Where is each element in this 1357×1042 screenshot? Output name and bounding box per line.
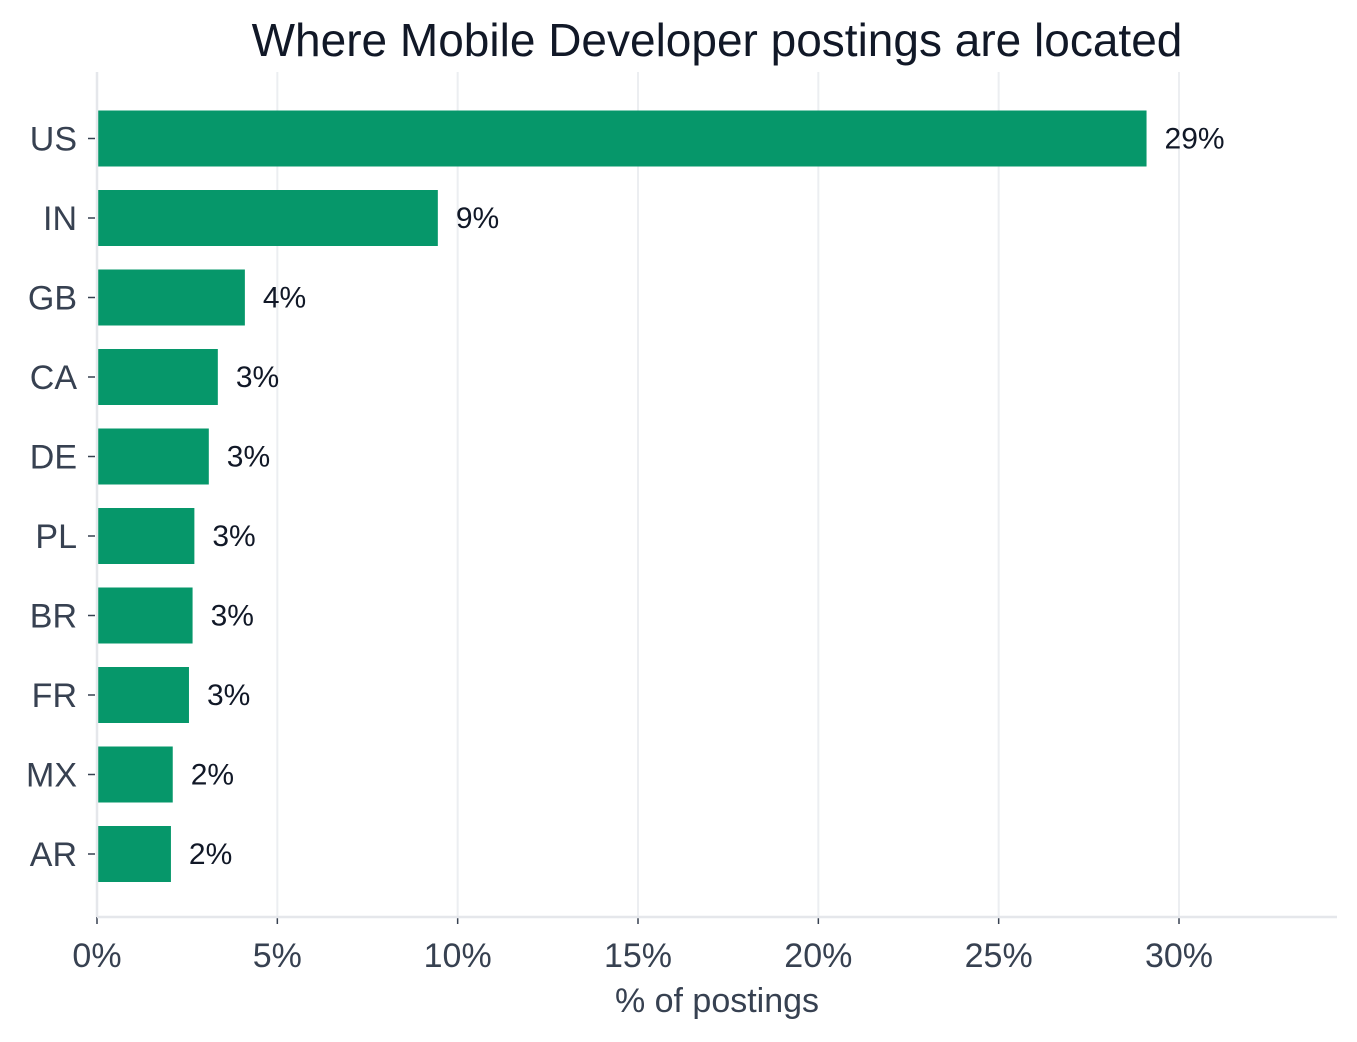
data-label-de: 3%	[227, 441, 270, 474]
data-label-ar: 2%	[189, 838, 232, 871]
x-tick-label: 15%	[604, 937, 672, 975]
y-tick-label-ca: CA	[30, 359, 78, 397]
data-label-fr: 3%	[207, 679, 250, 712]
y-tick-label-us: US	[30, 121, 77, 159]
bar-fr	[98, 667, 189, 723]
chart-title: Where Mobile Developer postings are loca…	[252, 14, 1183, 66]
y-tick-label-gb: GB	[28, 280, 77, 318]
y-tick-label-fr: FR	[32, 677, 77, 715]
data-label-in: 9%	[456, 202, 499, 235]
bar-gb	[98, 269, 245, 326]
x-tick-label: 30%	[1145, 937, 1213, 975]
y-tick-label-de: DE	[30, 439, 77, 477]
data-label-ca: 3%	[236, 361, 279, 394]
data-label-br: 3%	[211, 600, 254, 633]
data-label-us: 29%	[1165, 123, 1225, 156]
bar-in	[98, 190, 438, 246]
bar-us	[98, 110, 1147, 167]
y-tick-label-mx: MX	[26, 757, 77, 795]
x-tick-label: 0%	[72, 937, 121, 975]
bar-ar	[98, 826, 171, 882]
bar-mx	[98, 746, 173, 803]
x-tick-label: 5%	[253, 937, 302, 975]
bar-pl	[98, 508, 195, 564]
y-tick-label-in: IN	[43, 200, 77, 238]
data-label-pl: 3%	[212, 520, 255, 553]
grid-layer	[276, 72, 1180, 917]
x-tick-label: 25%	[965, 937, 1033, 975]
bar-ca	[98, 349, 218, 405]
data-label-mx: 2%	[191, 759, 234, 792]
bar-br	[98, 587, 193, 644]
x-tick-label: 20%	[784, 937, 852, 975]
y-tick-label-ar: AR	[30, 836, 77, 874]
data-label-gb: 4%	[263, 282, 306, 315]
axis-layer: 0% 5% 10% 15% 20% 25% 30% US IN GB CA DE PL BR FR MX AR	[26, 72, 1337, 975]
y-tick-label-br: BR	[30, 598, 77, 636]
bar-layer: 29% 9% 4% 3% 3% 3% 3% 3% 2% 2%	[98, 110, 1225, 882]
y-tick-label-pl: PL	[35, 518, 77, 556]
x-axis-title: % of postings	[615, 982, 819, 1020]
x-tick-label: 10%	[424, 937, 492, 975]
bar-de	[98, 428, 209, 485]
